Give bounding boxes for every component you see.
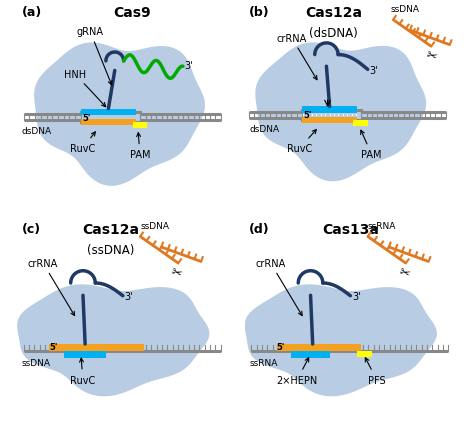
Text: ssRNA: ssRNA bbox=[249, 358, 277, 367]
Bar bbox=[49, 344, 145, 351]
Text: ✂: ✂ bbox=[397, 265, 411, 281]
Text: PAM: PAM bbox=[129, 133, 150, 160]
Bar bbox=[302, 117, 357, 124]
Text: crRNA: crRNA bbox=[28, 259, 74, 316]
Polygon shape bbox=[255, 43, 426, 182]
Text: (d): (d) bbox=[249, 222, 270, 235]
Text: ssDNA: ssDNA bbox=[22, 358, 51, 367]
Text: (b): (b) bbox=[249, 6, 270, 19]
Bar bbox=[357, 352, 372, 357]
Text: gRNA: gRNA bbox=[77, 27, 112, 85]
Text: crRNA: crRNA bbox=[277, 34, 317, 81]
Text: Cas12a: Cas12a bbox=[82, 222, 139, 236]
Polygon shape bbox=[245, 285, 437, 396]
Text: Cas13a: Cas13a bbox=[322, 222, 379, 236]
Bar bbox=[64, 351, 106, 358]
Text: 5': 5' bbox=[49, 342, 57, 351]
Text: dsDNA: dsDNA bbox=[22, 127, 52, 135]
Text: RuvC: RuvC bbox=[287, 130, 316, 154]
Polygon shape bbox=[34, 43, 205, 187]
Bar bbox=[133, 123, 146, 129]
Text: (c): (c) bbox=[22, 222, 41, 235]
Text: Cas12a: Cas12a bbox=[305, 6, 362, 20]
Bar bbox=[302, 107, 357, 114]
Text: 5': 5' bbox=[277, 342, 285, 351]
Bar bbox=[292, 351, 329, 358]
Text: PFS: PFS bbox=[365, 358, 385, 385]
Bar bbox=[81, 119, 136, 126]
Text: ssDNA: ssDNA bbox=[140, 221, 169, 230]
Text: RuvC: RuvC bbox=[70, 358, 96, 385]
Bar bbox=[353, 121, 368, 127]
Bar bbox=[277, 344, 361, 351]
Polygon shape bbox=[17, 285, 210, 396]
Text: 5': 5' bbox=[303, 111, 311, 120]
Text: 2×HEPN: 2×HEPN bbox=[277, 358, 318, 385]
Text: crRNA: crRNA bbox=[255, 259, 302, 316]
Text: ssDNA: ssDNA bbox=[391, 5, 420, 14]
Text: 3': 3' bbox=[352, 291, 360, 301]
Text: 3': 3' bbox=[369, 66, 378, 76]
Text: 3': 3' bbox=[184, 61, 193, 71]
Text: PAM: PAM bbox=[361, 131, 382, 160]
Text: ✂: ✂ bbox=[169, 265, 183, 281]
Text: RuvC: RuvC bbox=[70, 132, 96, 154]
Text: HNH: HNH bbox=[64, 69, 106, 108]
Text: ssRNA: ssRNA bbox=[368, 221, 396, 230]
Text: 5': 5' bbox=[82, 113, 91, 122]
Text: Cas9: Cas9 bbox=[113, 6, 151, 20]
Text: (a): (a) bbox=[22, 6, 42, 19]
Text: (ssDNA): (ssDNA) bbox=[87, 243, 134, 256]
Text: dsDNA: dsDNA bbox=[249, 125, 279, 134]
Text: (dsDNA): (dsDNA) bbox=[310, 27, 358, 40]
Text: ✂: ✂ bbox=[424, 49, 438, 64]
Text: 3': 3' bbox=[124, 291, 133, 301]
Bar bbox=[81, 109, 136, 116]
